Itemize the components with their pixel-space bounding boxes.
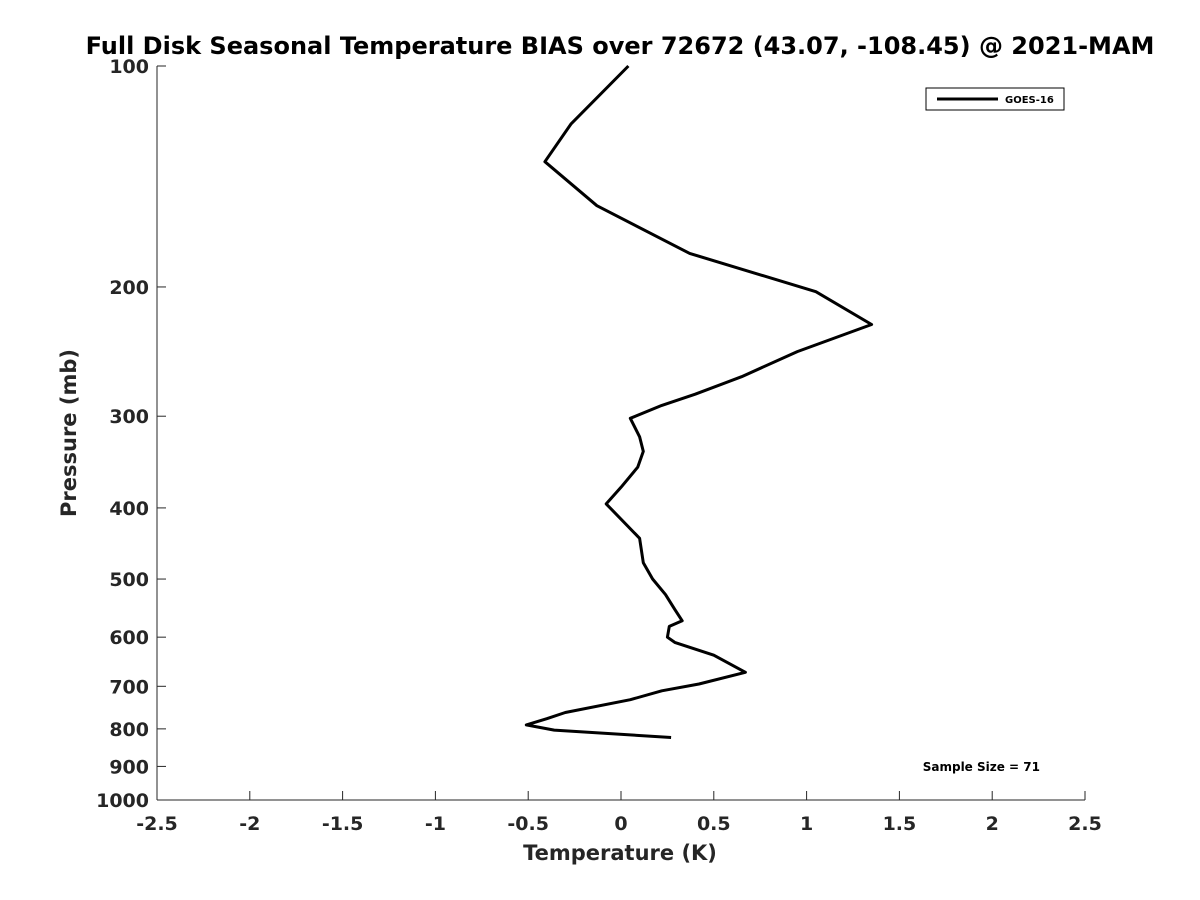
x-tick-label: 1.5 — [883, 813, 917, 835]
y-tick-label: 1000 — [96, 790, 149, 812]
x-tick-label: 2.5 — [1068, 813, 1102, 835]
x-tick-label: -1 — [425, 813, 446, 835]
legend-label-goes-16: GOES-16 — [1005, 95, 1054, 106]
y-tick-label: 400 — [109, 498, 149, 520]
y-tick-label: 800 — [109, 719, 149, 741]
plot-area: -2.5 -2 -1.5 -1 -0.5 0 0.5 1 1.5 2 2.5 100 200 300 400… — [96, 56, 1102, 835]
x-tick-label: 1 — [800, 813, 813, 835]
legend: GOES-16 — [925, 87, 1065, 111]
x-tick-label: 2 — [986, 813, 999, 835]
series-line-goes-16 — [524, 64, 874, 739]
y-tick-label: 500 — [109, 569, 149, 591]
x-tick-label: -1.5 — [322, 813, 364, 835]
y-tick-label: 600 — [109, 627, 149, 649]
y-tick-label: 700 — [109, 676, 149, 698]
x-tick-label: 0 — [614, 813, 627, 835]
y-tick-label: 900 — [109, 756, 149, 778]
y-tick-label: 100 — [109, 56, 149, 78]
x-tick-label: -2 — [239, 813, 260, 835]
y-tick-label: 200 — [109, 277, 149, 299]
x-tick-label: 0.5 — [697, 813, 731, 835]
x-tick-label: -0.5 — [507, 813, 549, 835]
x-axis-label: Temperature (K) — [523, 841, 717, 865]
chart-title: Full Disk Seasonal Temperature BIAS over… — [86, 32, 1155, 60]
y-tick-label: 300 — [109, 406, 149, 428]
y-axis-label: Pressure (mb) — [57, 349, 81, 517]
x-tick-label: -2.5 — [136, 813, 178, 835]
sample-size-annotation: Sample Size = 71 — [923, 760, 1040, 774]
